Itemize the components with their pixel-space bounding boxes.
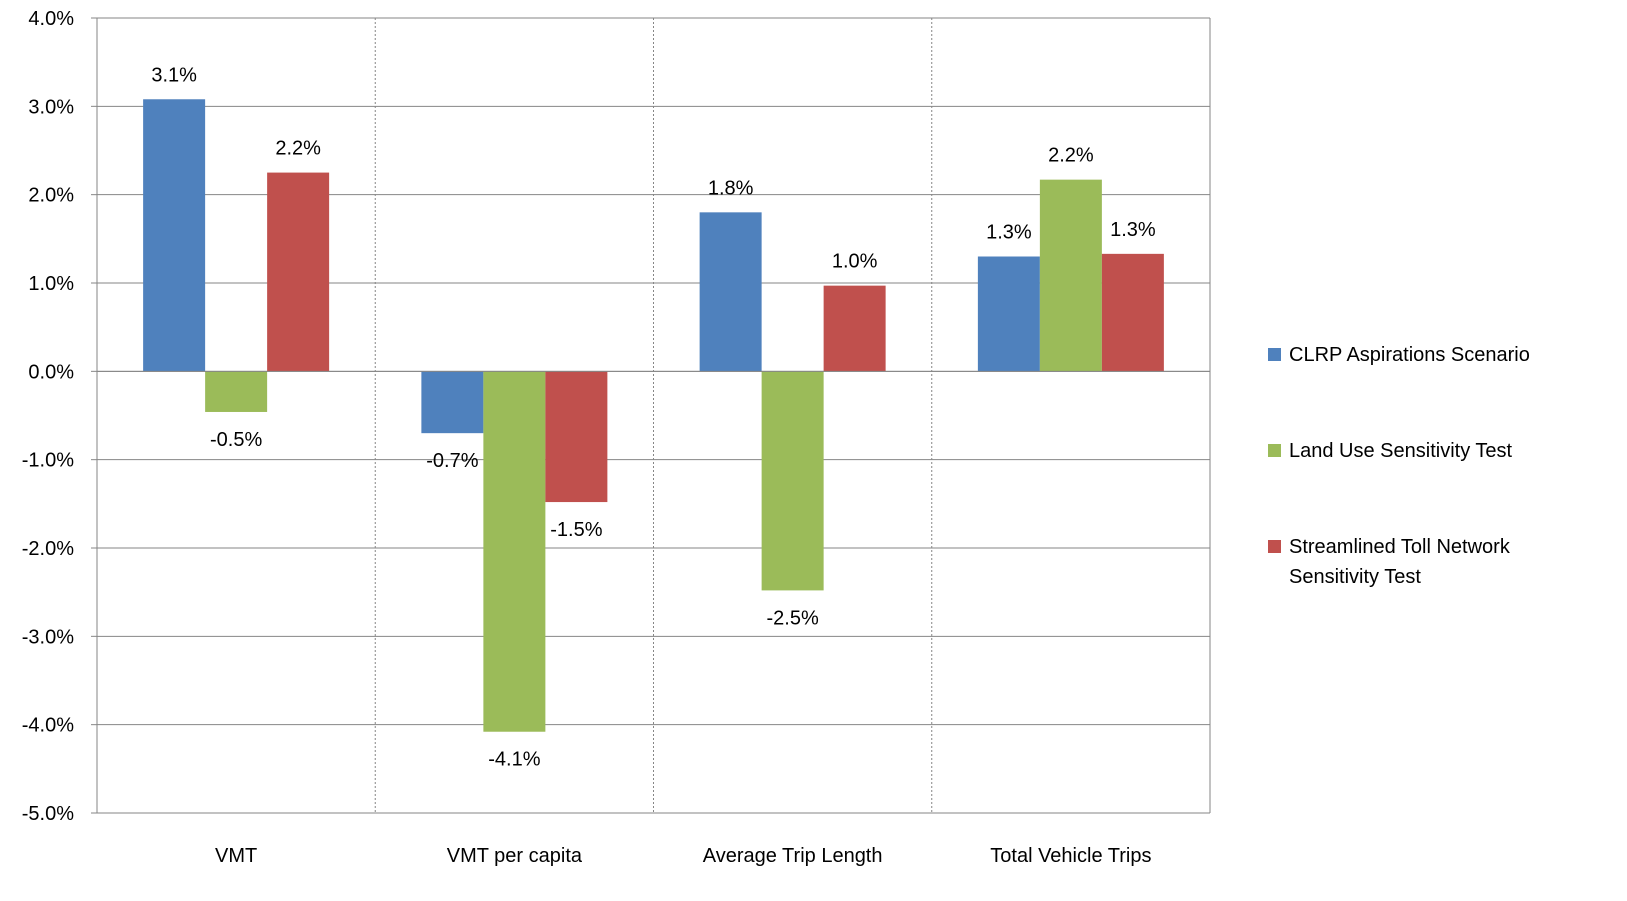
y-tick-label: 2.0% [28, 185, 74, 207]
data-label: -0.5% [210, 429, 262, 451]
y-tick-label: -1.0% [22, 450, 74, 472]
bar-3-3 [823, 285, 886, 372]
data-label: 1.0% [832, 251, 878, 273]
y-tick-label: -5.0% [22, 803, 74, 825]
data-label: 1.3% [986, 222, 1032, 244]
y-tick-label: -4.0% [22, 715, 74, 737]
legend-label-3: Streamlined Toll Network [1289, 536, 1511, 558]
bars-layer [143, 99, 1164, 732]
labels-layer: 4.0% 3.0% 2.0% 1.0% 0.0% -1.0% -2.0% -3.0% -4.0%… [22, 8, 1156, 867]
y-tick-label: -2.0% [22, 538, 74, 560]
y-tick-label: 1.0% [28, 273, 74, 295]
data-label: 2.2% [1048, 145, 1094, 167]
data-label: -2.5% [767, 607, 819, 629]
y-tick-label: -3.0% [22, 626, 74, 648]
x-category-label: Total Vehicle Trips [990, 845, 1151, 867]
x-category-label: VMT [215, 845, 257, 867]
bar-2-3 [761, 371, 824, 591]
bar-2-1 [205, 371, 268, 412]
bar-3-1 [267, 172, 330, 372]
bar-1-3 [699, 212, 762, 372]
grid-layer [97, 17, 1210, 814]
data-label: -1.5% [550, 519, 602, 541]
legend-label-1: CLRP Aspirations Scenario [1289, 344, 1530, 366]
data-label: -0.7% [426, 450, 478, 472]
axis-layer [91, 17, 1211, 814]
data-label: 2.2% [275, 138, 321, 160]
data-label: 3.1% [151, 64, 197, 86]
bar-1-2 [421, 371, 484, 434]
x-category-label: Average Trip Length [703, 845, 883, 867]
bar-2-4 [1039, 179, 1102, 372]
legend: CLRP Aspirations Scenario Land Use Sensit… [1268, 344, 1530, 588]
legend-swatch-3 [1268, 540, 1281, 553]
data-label: 1.3% [1110, 219, 1156, 241]
legend-label-3: Sensitivity Test [1289, 566, 1421, 588]
y-tick-label: 3.0% [28, 96, 74, 118]
legend-label-2: Land Use Sensitivity Test [1289, 440, 1513, 462]
legend-swatch-1 [1268, 348, 1281, 361]
bar-1-4 [977, 256, 1040, 372]
data-label: -4.1% [488, 749, 540, 771]
y-tick-label: 0.0% [28, 361, 74, 383]
data-label: 1.8% [708, 177, 754, 199]
bar-2-2 [483, 371, 546, 732]
bar-1-1 [143, 99, 206, 372]
bar-3-2 [545, 371, 608, 503]
legend-swatch-2 [1268, 444, 1281, 457]
bar-3-4 [1101, 253, 1164, 372]
y-tick-label: 4.0% [28, 8, 74, 30]
x-category-label: VMT per capita [447, 845, 583, 867]
